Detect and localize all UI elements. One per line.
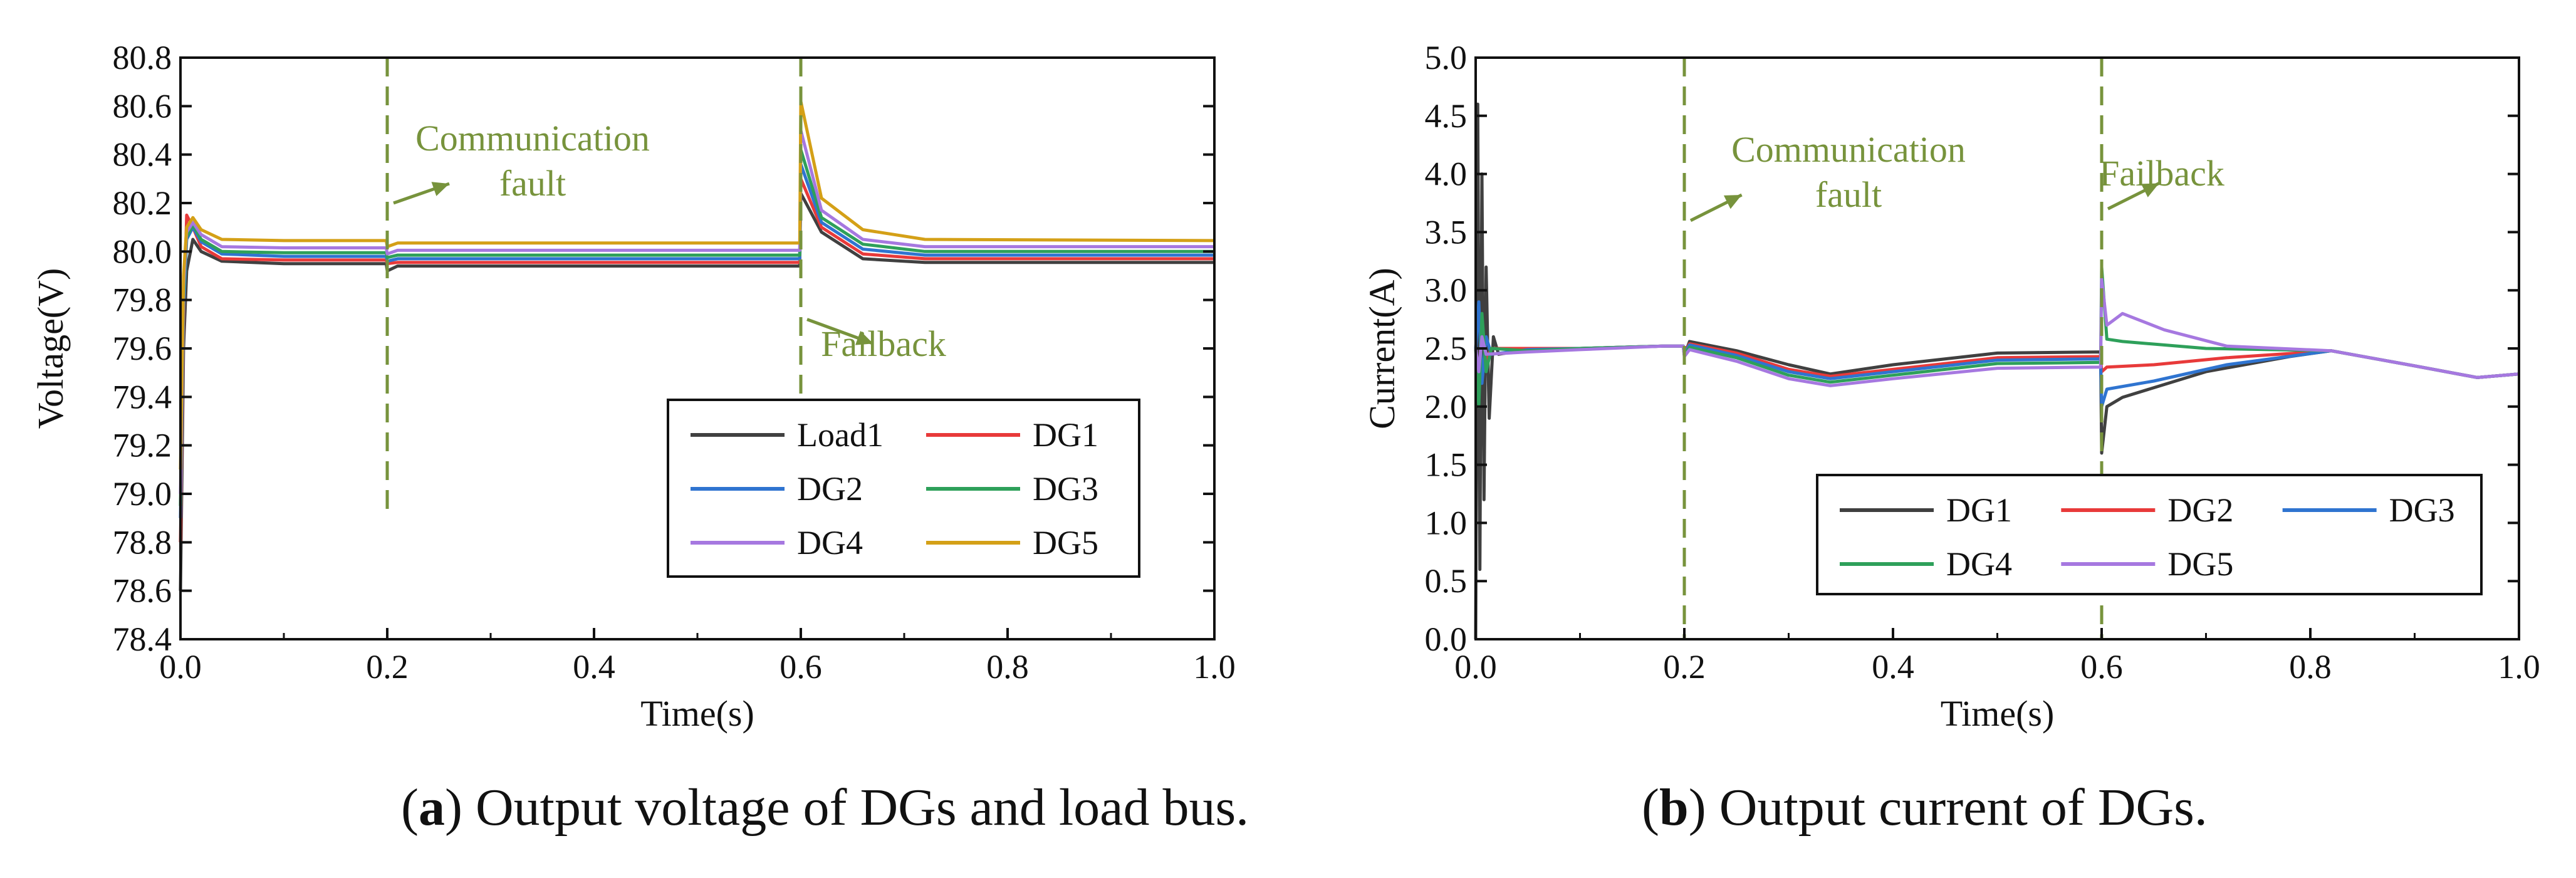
annotation-arrowhead-a-0 xyxy=(431,182,449,196)
y-tick-label-a-1: 78.6 xyxy=(113,572,172,610)
x-tick-label-a-3: 0.6 xyxy=(780,648,822,686)
x-axis-label-b: Time(s) xyxy=(1941,693,2055,734)
y-tick-label-a-3: 79.0 xyxy=(113,475,172,513)
y-tick-label-b-3: 1.5 xyxy=(1425,446,1468,484)
x-tick-label-b-1: 0.2 xyxy=(1663,648,1706,686)
x-tick-label-a-0: 0.0 xyxy=(159,648,202,686)
annotation-text-b-1-0: Failback xyxy=(2099,153,2224,194)
y-tick-label-a-10: 80.4 xyxy=(113,136,172,174)
caption-b-text: Output current of DGs. xyxy=(1719,778,2208,837)
caption-a-label: a xyxy=(418,778,445,837)
y-tick-label-a-8: 80.0 xyxy=(113,233,172,270)
annotation-arrowhead-b-0 xyxy=(1723,195,1742,209)
legend-box-b xyxy=(1816,474,2483,595)
x-tick-label-a-1: 0.2 xyxy=(366,648,409,686)
y-tick-label-a-12: 80.8 xyxy=(113,39,172,76)
y-tick-label-b-7: 3.5 xyxy=(1425,213,1468,251)
annotation-arrowhead-a-1 xyxy=(855,331,873,345)
caption-a: (a) Output voltage of DGs and load bus. xyxy=(401,778,1249,837)
y-tick-label-b-5: 2.5 xyxy=(1425,330,1468,367)
y-tick-label-a-6: 79.6 xyxy=(113,330,172,367)
legend-label-b-dg2: DG2 xyxy=(2167,491,2233,529)
annotation-text-b-0-0: Communication xyxy=(1731,129,1966,170)
series-line-b-dg5 xyxy=(1474,277,2520,387)
x-tick-label-b-5: 1.0 xyxy=(2498,648,2540,686)
x-tick-label-b-3: 0.6 xyxy=(2080,648,2123,686)
legend-label-a-dg2: DG2 xyxy=(797,470,863,508)
y-tick-label-b-9: 4.5 xyxy=(1425,97,1468,135)
y-tick-label-a-9: 80.2 xyxy=(113,184,172,222)
series-line-b-dg4 xyxy=(1474,265,2520,409)
x-tick-label-b-0: 0.0 xyxy=(1454,648,1497,686)
annotation-arrowhead-b-1 xyxy=(2141,183,2159,197)
x-axis-label-a: Time(s) xyxy=(640,693,754,734)
y-axis-label-a: Voltage(V) xyxy=(30,268,71,429)
annotation-text-a-0-1: fault xyxy=(499,163,566,204)
x-tick-label-b-4: 0.8 xyxy=(2289,648,2332,686)
legend-label-a-load1: Load1 xyxy=(797,416,884,454)
y-tick-label-a-5: 79.4 xyxy=(113,378,172,415)
y-tick-label-a-7: 79.8 xyxy=(113,281,172,319)
y-tick-label-b-10: 5.0 xyxy=(1425,39,1468,76)
y-tick-label-a-0: 78.4 xyxy=(113,620,172,658)
legend-label-b-dg3: DG3 xyxy=(2389,491,2455,529)
y-tick-label-a-2: 78.8 xyxy=(113,523,172,561)
x-tick-label-a-5: 1.0 xyxy=(1193,648,1236,686)
series-line-a-dg4 xyxy=(179,128,1214,494)
legend-label-a-dg4: DG4 xyxy=(797,524,863,562)
caption-b-label: b xyxy=(1659,778,1689,837)
y-tick-label-b-8: 4.0 xyxy=(1425,155,1468,193)
annotation-text-a-0-0: Communication xyxy=(415,118,650,159)
y-tick-label-b-0: 0.0 xyxy=(1425,620,1468,658)
y-tick-label-b-6: 3.0 xyxy=(1425,271,1468,309)
y-tick-label-b-2: 1.0 xyxy=(1425,504,1468,541)
caption-b: (b) Output current of DGs. xyxy=(1642,778,2208,837)
legend-label-b-dg1: DG1 xyxy=(1946,491,2012,529)
annotation-text-a-1-0: Failback xyxy=(821,323,946,364)
legend-label-b-dg4: DG4 xyxy=(1946,545,2012,583)
x-tick-label-a-4: 0.8 xyxy=(986,648,1029,686)
y-axis-label-b: Current(A) xyxy=(1362,268,1402,429)
x-tick-label-a-2: 0.4 xyxy=(573,648,615,686)
chart-voltage: 0.0 0.2 0.4 0.6 0.8 1.0 78.4 78.6 78.8 79.0 79.2 79… xyxy=(30,39,1236,734)
series-line-b-dg1 xyxy=(1474,102,2520,640)
y-tick-label-a-11: 80.6 xyxy=(113,87,172,125)
x-tick-label-b-2: 0.4 xyxy=(1872,648,1914,686)
legend-label-a-dg1: DG1 xyxy=(1033,416,1098,454)
caption-a-text: Output voltage of DGs and load bus. xyxy=(475,778,1249,837)
y-tick-label-a-4: 79.2 xyxy=(113,427,172,464)
legend-label-a-dg5: DG5 xyxy=(1033,524,1098,562)
chart-current: 0.0 0.2 0.4 0.6 0.8 1.0 0.0 0.5 1.0 1.5 2.0 2.5 3.0 3… xyxy=(1362,39,2540,734)
series-line-a-dg3 xyxy=(179,148,1214,506)
y-tick-label-b-4: 2.0 xyxy=(1425,388,1468,426)
annotation-text-b-0-1: fault xyxy=(1815,174,1882,215)
legend-label-a-dg3: DG3 xyxy=(1033,470,1098,508)
y-tick-label-b-1: 0.5 xyxy=(1425,562,1468,600)
legend-label-b-dg5: DG5 xyxy=(2167,545,2233,583)
